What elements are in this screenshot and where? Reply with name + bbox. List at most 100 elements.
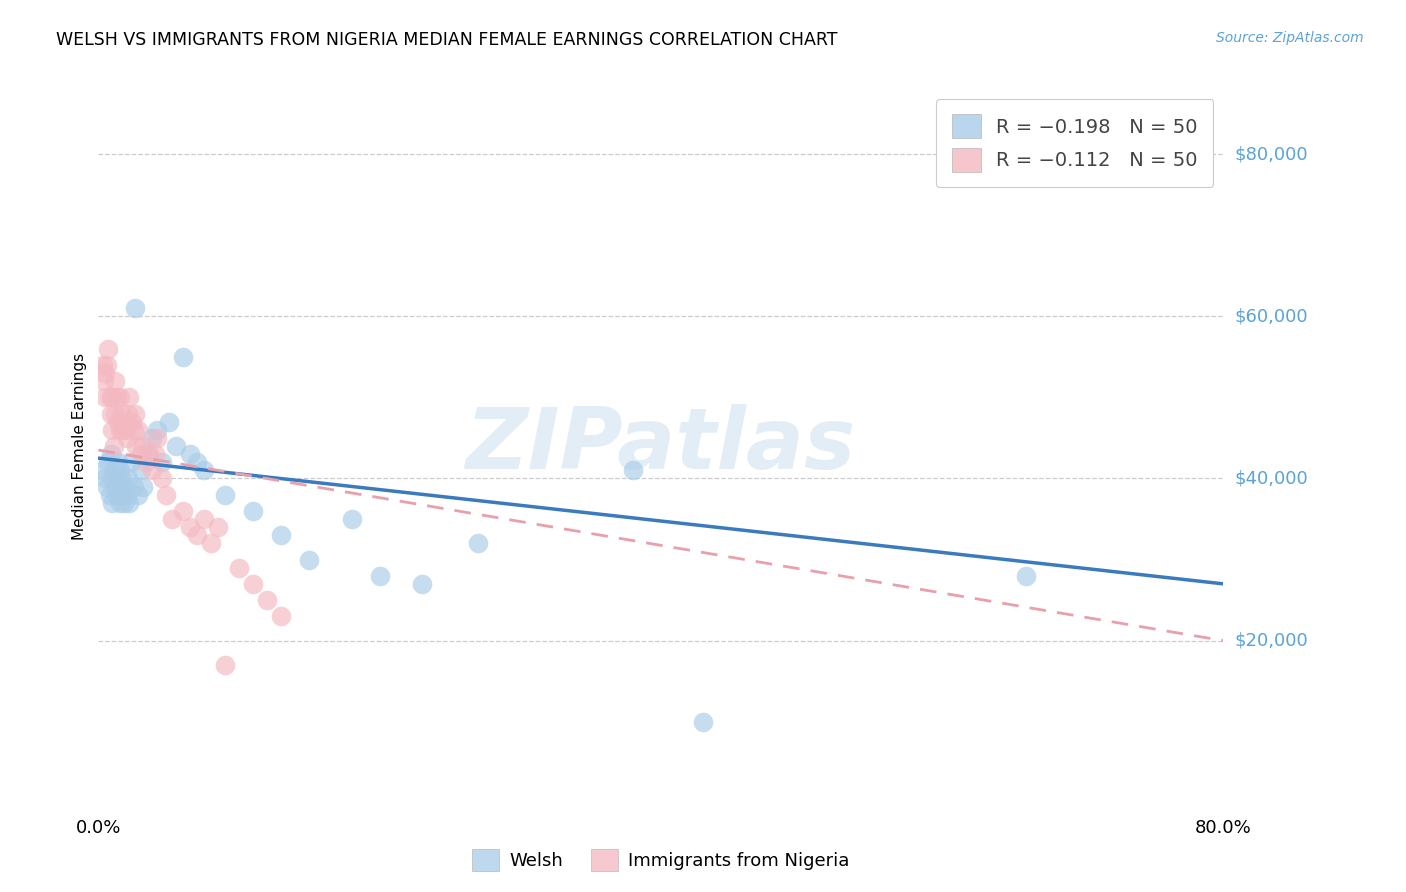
Point — [110, 407, 132, 421]
Point — [150, 455, 173, 469]
Point — [112, 496, 135, 510]
Text: Source: ZipAtlas.com: Source: ZipAtlas.com — [1216, 31, 1364, 45]
Point — [692, 714, 714, 729]
Point — [136, 447, 159, 461]
Point — [127, 423, 149, 437]
Point — [621, 463, 644, 477]
Text: $80,000: $80,000 — [1234, 145, 1308, 163]
Point — [105, 488, 128, 502]
Point — [110, 479, 132, 493]
Point — [165, 439, 187, 453]
Point — [97, 342, 120, 356]
Point — [193, 463, 215, 477]
Point — [110, 488, 132, 502]
Point — [103, 439, 125, 453]
Point — [193, 512, 215, 526]
Point — [108, 496, 131, 510]
Point — [207, 520, 229, 534]
Point — [101, 423, 124, 437]
Point — [91, 463, 114, 477]
Point — [101, 471, 124, 485]
Point — [100, 407, 122, 421]
Point — [124, 407, 146, 421]
Point — [118, 390, 141, 404]
Point — [108, 390, 131, 404]
Point — [242, 504, 264, 518]
Point — [101, 390, 124, 404]
Point — [107, 455, 129, 469]
Point — [108, 463, 131, 477]
Point — [132, 479, 155, 493]
Y-axis label: Median Female Earnings: Median Female Earnings — [72, 352, 87, 540]
Point — [120, 455, 142, 469]
Point — [100, 447, 122, 461]
Point — [179, 447, 201, 461]
Point — [368, 568, 391, 582]
Point — [97, 455, 120, 469]
Point — [214, 488, 236, 502]
Point — [112, 415, 135, 429]
Point — [467, 536, 489, 550]
Point — [127, 488, 149, 502]
Point — [179, 520, 201, 534]
Point — [98, 488, 121, 502]
Point — [94, 366, 117, 380]
Point — [91, 358, 114, 372]
Legend: Welsh, Immigrants from Nigeria: Welsh, Immigrants from Nigeria — [464, 842, 858, 879]
Text: $60,000: $60,000 — [1234, 307, 1308, 326]
Point — [129, 463, 152, 477]
Point — [118, 496, 141, 510]
Point — [143, 447, 166, 461]
Point — [256, 593, 278, 607]
Text: WELSH VS IMMIGRANTS FROM NIGERIA MEDIAN FEMALE EARNINGS CORRELATION CHART: WELSH VS IMMIGRANTS FROM NIGERIA MEDIAN … — [56, 31, 838, 49]
Point — [340, 512, 363, 526]
Point — [138, 447, 160, 461]
Point — [94, 471, 117, 485]
Point — [115, 431, 138, 445]
Point — [111, 471, 134, 485]
Point — [117, 407, 139, 421]
Point — [104, 374, 127, 388]
Text: ZIPatlas: ZIPatlas — [465, 404, 856, 488]
Point — [186, 528, 208, 542]
Text: $40,000: $40,000 — [1234, 469, 1308, 487]
Text: $20,000: $20,000 — [1234, 632, 1308, 649]
Point — [107, 415, 129, 429]
Point — [122, 423, 145, 437]
Point — [242, 577, 264, 591]
Point — [132, 439, 155, 453]
Point — [96, 479, 118, 493]
Point — [150, 471, 173, 485]
Point — [122, 479, 145, 493]
Point — [146, 423, 169, 437]
Point — [125, 439, 148, 453]
Point — [117, 471, 139, 485]
Point — [157, 415, 180, 429]
Point — [228, 560, 250, 574]
Point — [1015, 568, 1038, 582]
Point — [98, 390, 121, 404]
Point — [411, 577, 433, 591]
Point — [94, 390, 117, 404]
Point — [93, 374, 115, 388]
Point — [121, 415, 143, 429]
Point — [104, 407, 127, 421]
Point — [172, 504, 194, 518]
Point — [186, 455, 208, 469]
Point — [114, 423, 136, 437]
Point — [103, 463, 125, 477]
Point — [115, 488, 138, 502]
Point — [172, 350, 194, 364]
Point — [105, 471, 128, 485]
Point — [200, 536, 222, 550]
Point — [105, 390, 128, 404]
Point — [214, 657, 236, 672]
Point — [160, 512, 183, 526]
Point — [146, 431, 169, 445]
Point — [104, 479, 127, 493]
Point — [141, 463, 163, 477]
Point — [111, 423, 134, 437]
Point — [141, 431, 163, 445]
Point — [96, 358, 118, 372]
Point — [108, 423, 131, 437]
